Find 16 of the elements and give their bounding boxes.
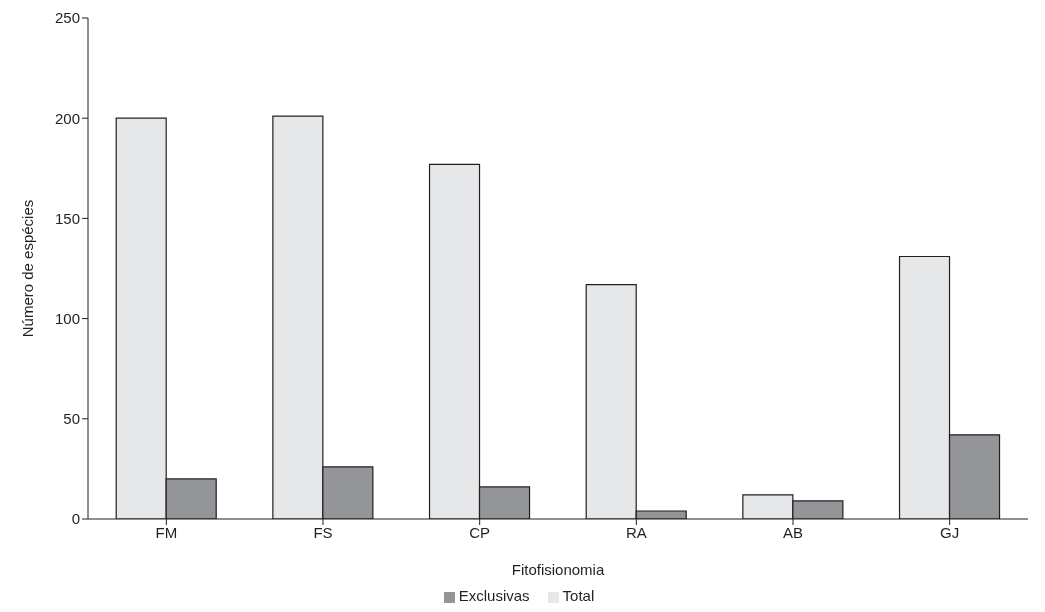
x-tick-label: FM <box>155 523 178 541</box>
x-axis-title: Fitofisionomia <box>511 561 605 578</box>
legend-label: Total <box>562 587 595 604</box>
x-tick-label: RA <box>625 523 647 541</box>
y-tick-label: 0 <box>71 510 80 528</box>
legend-label: Exclusivas <box>458 587 530 604</box>
y-tick-label: 150 <box>54 209 80 227</box>
y-tick-label: 200 <box>54 109 80 127</box>
x-tick-label: CP <box>469 523 491 541</box>
y-tick-label: 250 <box>54 9 80 27</box>
x-tick-label: AB <box>782 523 804 541</box>
x-tick-label: GJ <box>940 523 960 541</box>
y-axis-title: Número de espécies <box>19 199 37 338</box>
y-tick-label: 100 <box>54 309 80 327</box>
y-tick-label: 50 <box>63 410 80 428</box>
x-tick-label: FS <box>313 523 333 541</box>
